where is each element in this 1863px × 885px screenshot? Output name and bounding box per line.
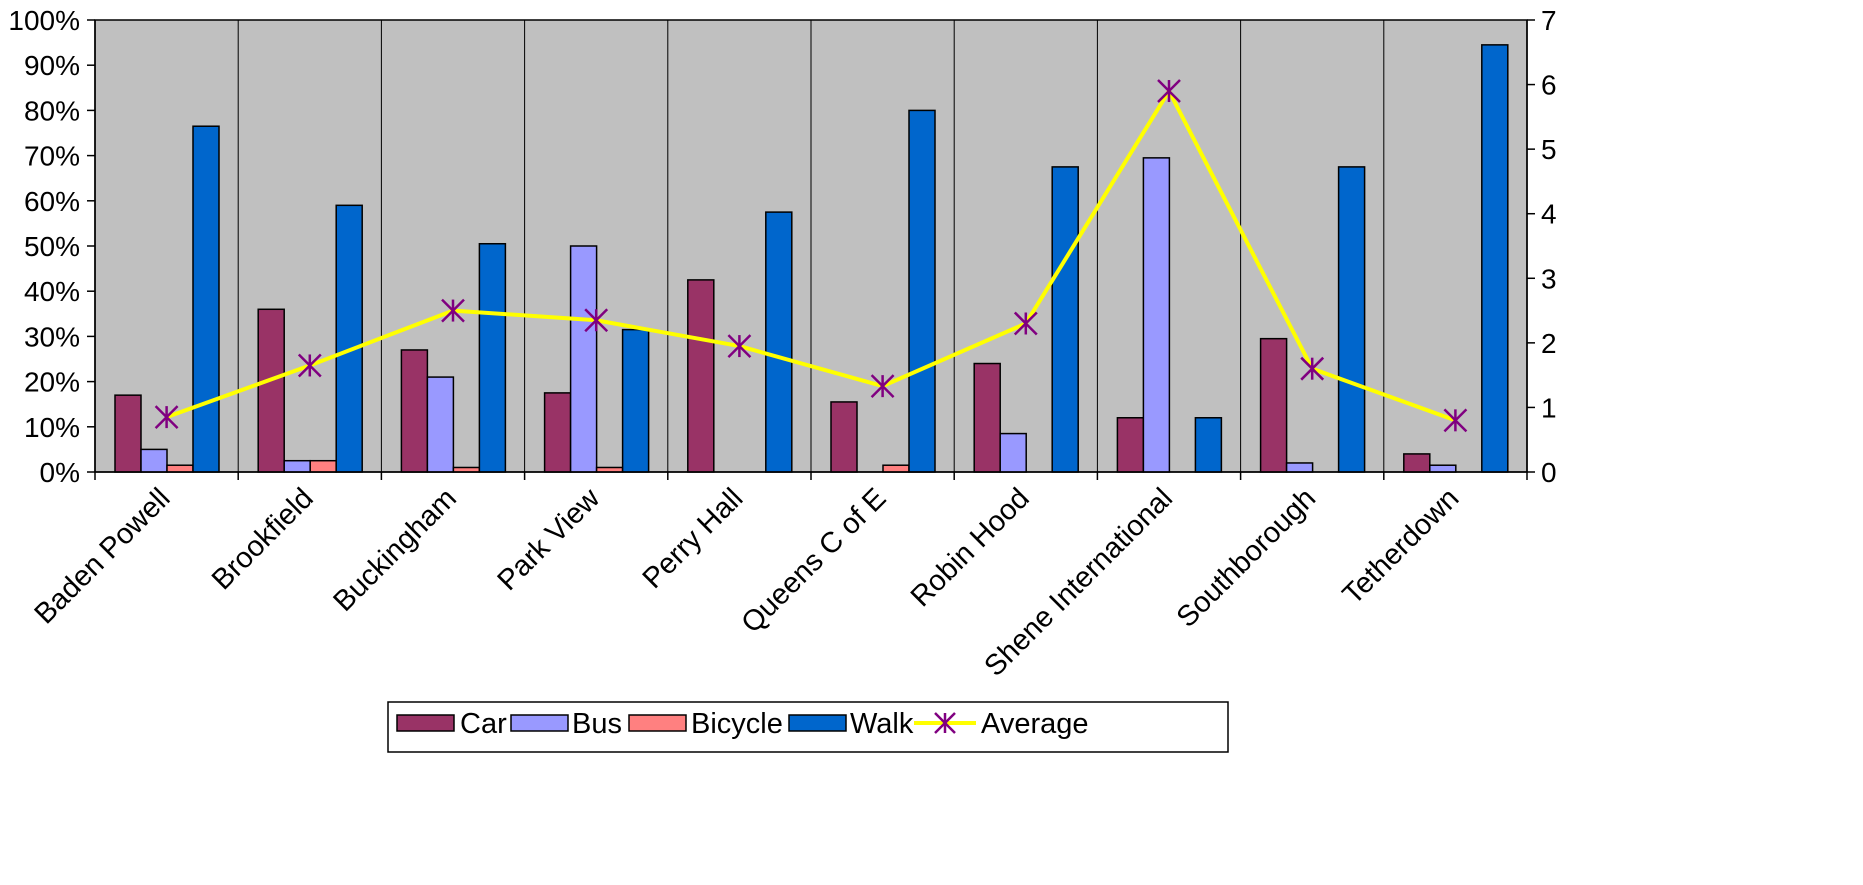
category-label: Brookfield <box>206 482 320 596</box>
category-label: Perry Hall <box>637 482 750 595</box>
right-tick-label: 7 <box>1541 5 1557 36</box>
bar-walk-5 <box>908 109 936 473</box>
bar-walk-0 <box>192 125 220 473</box>
bar-bus-7 <box>1142 157 1171 473</box>
legend-swatch-car <box>396 714 455 732</box>
bar-bus-9 <box>1429 464 1457 473</box>
bar-car-8 <box>1259 337 1288 473</box>
marker-average-1 <box>297 353 322 378</box>
legend-swatch-bicycle <box>628 714 687 732</box>
right-axis: 0 1 2 3 4 5 6 7 <box>1526 5 1557 488</box>
line-average <box>165 89 1457 423</box>
bar-walk-1 <box>335 204 363 473</box>
bar-bus-0 <box>140 448 168 473</box>
category-label: Robin Hood <box>905 482 1036 613</box>
left-tick-label: 10% <box>24 412 80 443</box>
left-tick-label: 30% <box>24 321 80 352</box>
bar-car-7 <box>1116 417 1145 473</box>
left-tick-label: 60% <box>24 186 80 217</box>
marker-average-4 <box>727 334 752 358</box>
marker-average-6 <box>1013 311 1038 336</box>
bar-car-9 <box>1403 453 1431 473</box>
marker-average-2 <box>441 298 465 323</box>
right-tick-label: 3 <box>1541 263 1557 294</box>
bar-walk-3 <box>621 328 650 473</box>
bar-car-1 <box>257 308 285 473</box>
bar-bus-6 <box>999 432 1027 473</box>
bar-car-6 <box>973 362 1001 473</box>
left-tick-label: 50% <box>24 231 80 262</box>
bar-bicycle-1 <box>309 459 337 473</box>
bar-walk-9 <box>1481 44 1509 473</box>
marker-average-8 <box>1300 356 1325 381</box>
marker-average-3 <box>584 308 609 333</box>
bar-walk-2 <box>478 242 507 473</box>
right-tick-label: 1 <box>1541 392 1557 423</box>
marker-average-0 <box>154 405 179 429</box>
bar-walk-6 <box>1051 166 1079 473</box>
legend-swatch-bus <box>510 714 569 732</box>
marker-average-5 <box>870 374 895 399</box>
bar-bicycle-5 <box>882 464 910 473</box>
legend-label-bicycle: Bicycle <box>691 708 783 740</box>
left-tick-label: 80% <box>24 95 80 126</box>
bar-bus-1 <box>283 459 311 473</box>
marker-average-7 <box>1157 79 1181 103</box>
legend: Car Bus Bicycle Walk Average <box>387 701 1229 753</box>
bar-car-3 <box>543 392 572 473</box>
legend-label-car: Car <box>460 708 507 740</box>
right-tick-label: 5 <box>1541 134 1557 165</box>
x-axis: Baden Powell Brookfield Buckingham Park Vie… <box>29 471 1528 683</box>
bar-bus-2 <box>426 376 455 473</box>
category-label: Baden Powell <box>29 482 177 630</box>
bar-walk-8 <box>1337 166 1366 473</box>
bar-walk-7 <box>1194 417 1223 473</box>
left-tick-label: 40% <box>24 276 80 307</box>
bar-bus-8 <box>1285 462 1314 473</box>
gridlines <box>237 20 1385 472</box>
category-label: Queens C of E <box>735 482 892 639</box>
legend-label-bus: Bus <box>572 708 622 740</box>
bar-walk-4 <box>765 211 793 473</box>
left-tick-label: 0% <box>40 457 80 488</box>
right-tick-label: 6 <box>1541 70 1557 101</box>
line-series <box>154 79 1468 433</box>
legend-swatch-walk <box>788 714 847 732</box>
right-tick-label: 0 <box>1541 457 1557 488</box>
bar-bicycle-0 <box>166 464 194 473</box>
bar-car-0 <box>114 394 142 473</box>
legend-label-walk: Walk <box>850 708 914 740</box>
bar-car-2 <box>400 349 429 473</box>
bar-car-5 <box>830 401 858 473</box>
bar-bus-3 <box>569 245 598 473</box>
left-tick-label: 20% <box>24 367 80 398</box>
category-label: Park View <box>492 482 607 597</box>
category-label: Tetherdown <box>1337 482 1466 611</box>
right-tick-label: 2 <box>1541 328 1557 359</box>
bar-car-4 <box>687 279 715 473</box>
right-tick-label: 4 <box>1541 199 1557 230</box>
left-tick-label: 90% <box>24 50 80 81</box>
category-label: Buckingham <box>327 482 462 617</box>
legend-label-average: Average <box>981 708 1089 740</box>
left-tick-label: 100% <box>8 5 80 36</box>
left-axis: 0% 10% 20% 30% 40% 50% 60% 70% 80% 90% 100% <box>8 5 96 488</box>
category-label: Southborough <box>1171 482 1322 633</box>
marker-average-9 <box>1443 408 1468 433</box>
left-tick-label: 70% <box>24 141 80 172</box>
legend-marker-average <box>934 712 956 734</box>
